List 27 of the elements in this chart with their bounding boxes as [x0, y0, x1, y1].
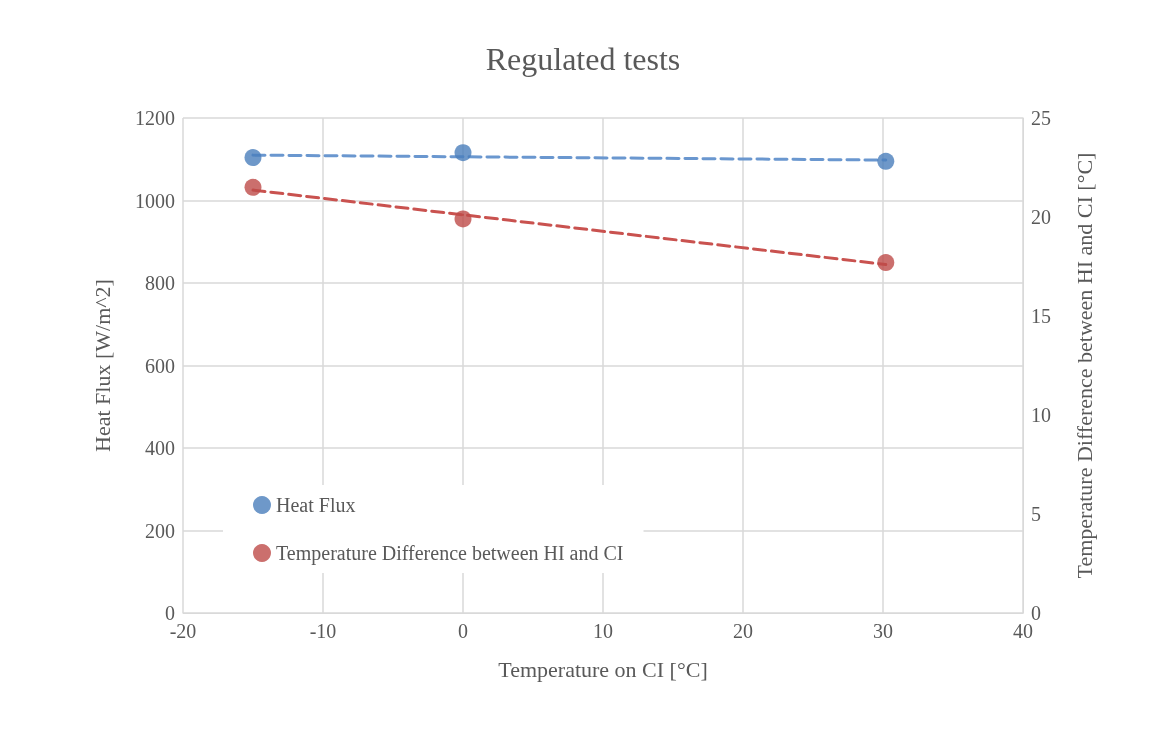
- y-tick-label: 1000: [135, 189, 175, 212]
- y2-axis-title: Temperature Difference between HI and CI [°C]: [1071, 152, 1097, 579]
- point: [454, 210, 472, 228]
- chart-title: Regulated tests: [485, 41, 681, 77]
- x-tick-label: 20: [733, 620, 753, 642]
- y-axis-title: Heat Flux [W/m^2]: [89, 279, 115, 452]
- y2-tick-label: 10: [1031, 404, 1051, 426]
- x-tick-label: 10: [593, 620, 613, 642]
- point: [244, 178, 262, 196]
- y2-tick-label: 20: [1031, 206, 1051, 228]
- y2-tick-label: 25: [1031, 107, 1051, 129]
- x-axis-title: Temperature on CI [°C]: [498, 656, 708, 682]
- y-tick-label: 400: [145, 437, 175, 459]
- x-tick-label: -10: [309, 620, 337, 642]
- y-tick-label: 800: [145, 272, 175, 294]
- legend-label: Heat Flux: [276, 494, 356, 516]
- x-tick-label: 40: [1013, 620, 1033, 642]
- point: [877, 254, 895, 272]
- x-tick-label: 0: [458, 620, 468, 642]
- y-tick-label: 200: [145, 519, 175, 542]
- x-tick-label: 30: [873, 620, 893, 642]
- legend-label: Temperature Difference between HI and CI: [276, 542, 624, 565]
- y2-tick-label: 15: [1031, 305, 1051, 327]
- y2-tick-label: 5: [1031, 503, 1041, 525]
- y-tick-label: 600: [145, 354, 175, 377]
- y2-tick-label: 0: [1031, 602, 1041, 624]
- y-tick-label: 1200: [135, 107, 175, 129]
